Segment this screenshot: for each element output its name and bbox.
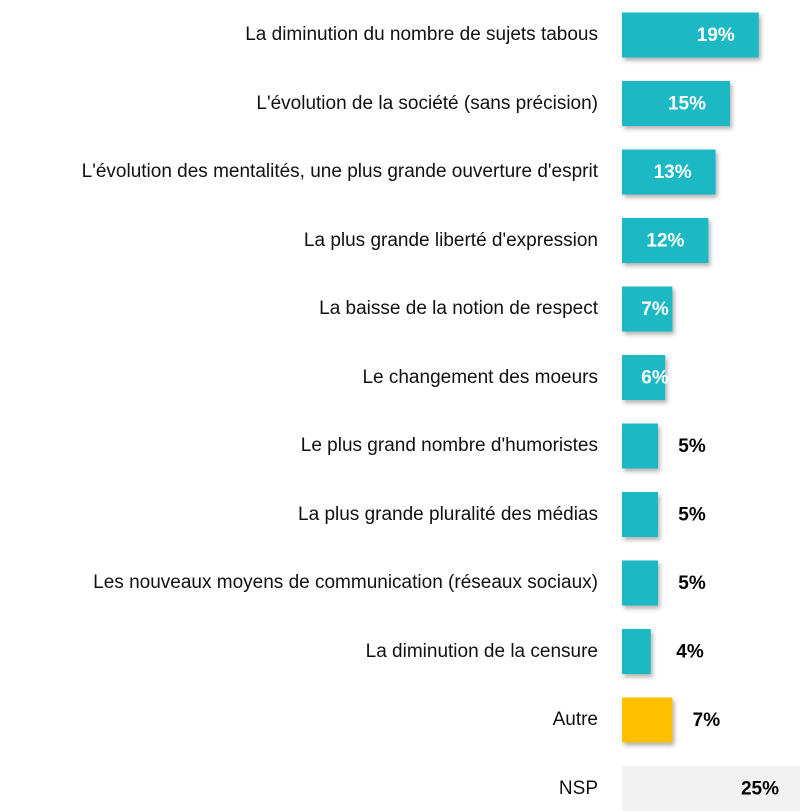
category-label: La plus grande pluralité des médias <box>298 503 598 525</box>
category-label: La diminution de la censure <box>365 640 598 662</box>
category-label: NSP <box>558 777 598 799</box>
bar <box>622 355 666 400</box>
value-label: 5% <box>678 573 706 594</box>
bar <box>622 492 658 537</box>
bar <box>622 12 759 58</box>
value-label: 25% <box>741 779 779 800</box>
bar <box>622 560 658 606</box>
category-label: L'évolution des mentalités, une plus gra… <box>81 161 598 182</box>
bar <box>622 286 673 332</box>
category-label: La baisse de la notion de respect <box>319 298 598 319</box>
category-label: L'évolution de la société (sans précisio… <box>256 92 598 114</box>
bar <box>622 149 716 195</box>
value-label: 4% <box>676 642 704 663</box>
bar <box>622 81 730 126</box>
bar <box>622 697 673 743</box>
value-label: 19% <box>697 25 735 46</box>
category-label: Le changement des moeurs <box>362 366 598 388</box>
bar <box>622 423 658 469</box>
category-label: La plus grande liberté d'expression <box>303 229 598 251</box>
value-label: 7% <box>693 710 721 731</box>
value-label: 5% <box>678 436 706 457</box>
value-label: 5% <box>678 505 706 526</box>
bar <box>622 766 800 811</box>
category-label: Les nouveaux moyens de communication (ré… <box>93 572 598 593</box>
value-label: 13% <box>654 162 692 183</box>
category-label: La diminution du nombre de sujets tabous <box>245 24 598 45</box>
category-label: Autre <box>552 709 598 730</box>
bar <box>622 629 651 674</box>
value-label: 7% <box>641 299 669 320</box>
value-label: 12% <box>646 231 684 252</box>
category-label: Le plus grand nombre d'humoristes <box>300 435 598 456</box>
bar <box>622 218 709 263</box>
value-label: 15% <box>668 94 706 115</box>
value-label: 6% <box>641 368 669 389</box>
